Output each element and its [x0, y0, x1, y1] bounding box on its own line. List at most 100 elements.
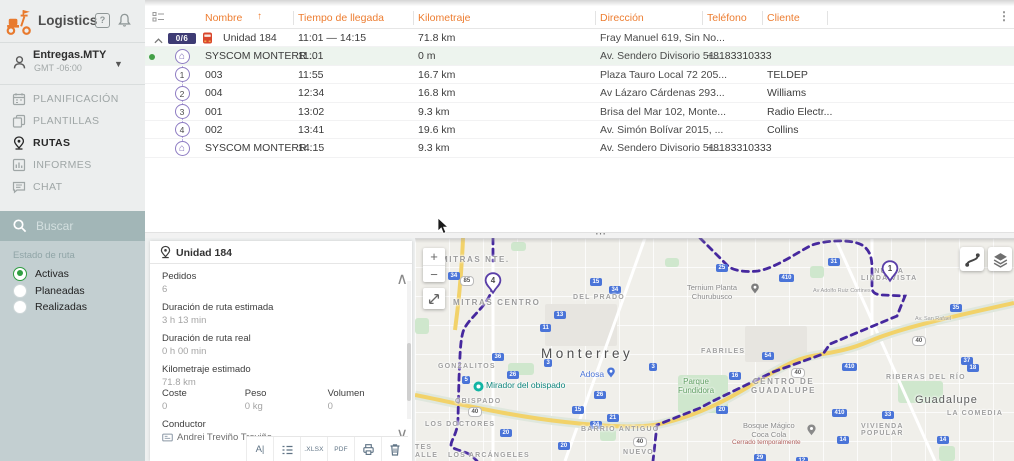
chevron-down-icon[interactable]: ▼ [114, 59, 123, 69]
map-label: MITRAS CENTRO [453, 298, 541, 307]
sidebar-item-chat[interactable]: CHAT [0, 176, 145, 198]
map-layers-button[interactable] [988, 247, 1012, 271]
notifications-bell-icon[interactable] [117, 12, 132, 33]
details-header: Unidad 184 [150, 241, 412, 264]
table-row[interactable]: 4 002 13:41 19.6 km Av. Simón Bolívar 20… [145, 121, 1014, 140]
sidebar-item-plantillas[interactable]: PLANTILLAS [0, 110, 145, 132]
print-button[interactable] [354, 437, 381, 461]
route-stop-pin[interactable]: 1 [881, 260, 899, 284]
reports-icon [12, 158, 26, 177]
map-label: Av Adolfo Ruiz Cortines [813, 288, 871, 294]
sidebar-item-rutas[interactable]: RUTAS [0, 132, 145, 154]
road-shield: 15 [572, 406, 584, 414]
road-shield: 11 [540, 324, 552, 332]
road-shield: 26 [507, 371, 519, 379]
zoom-out-button[interactable]: − [423, 265, 445, 282]
radio-icon [13, 299, 27, 314]
routes-pin-icon [12, 136, 26, 155]
table-menu-icon[interactable]: ⋮ [998, 9, 1010, 23]
export-pdf-button[interactable]: PDF [327, 437, 354, 461]
road-shield: 18 [967, 364, 979, 372]
route-stop-pin[interactable]: 4 [484, 272, 502, 296]
map-label: Parque Fundidora [678, 377, 715, 395]
details-scrollbar[interactable] [407, 281, 411, 419]
ternium-poi-pin-icon[interactable] [750, 283, 760, 301]
road-shield: 5 [462, 376, 471, 384]
search-icon [13, 219, 27, 233]
export-xlsx-button[interactable]: .XLSX [300, 437, 327, 461]
column-cliente[interactable]: Cliente [767, 12, 800, 24]
map-label: LOS ARCÁNGELES [448, 452, 530, 459]
collapse-chevron-icon[interactable] [154, 35, 163, 47]
address: Av. Simón Bolívar 2015, ... [600, 123, 724, 136]
road-shield: 25 [716, 264, 728, 272]
sort-asc-icon[interactable]: ↑ [257, 11, 262, 22]
details-body: Pedidos 6 Duración de ruta estimada 3 h … [150, 264, 412, 436]
sidebar-item-informes[interactable]: INFORMES [0, 154, 145, 176]
road-shield: 40 [633, 437, 647, 447]
address: Brisa del Mar 102, Monte... [600, 105, 727, 118]
rename-button[interactable]: A| [246, 437, 273, 461]
map-label: Guadalupe [915, 394, 978, 406]
sidebar-item-planificacion[interactable]: PLANIFICACIÓN [0, 88, 145, 110]
road-shield: 3 [649, 363, 658, 371]
conductor-value[interactable]: Andrei Treviño Treviño [162, 432, 392, 443]
map-label: MITRAS NTE. [441, 255, 510, 264]
fullscreen-button[interactable] [423, 288, 445, 309]
table-row[interactable]: 3 001 13:02 9.3 km Brisa del Mar 102, Mo… [145, 103, 1014, 121]
map[interactable]: 34 85 15 34 13 11 31 25 410 35 40 3 [415, 238, 1014, 461]
panel-splitter[interactable]: ⋯ [145, 228, 1014, 240]
splitter-handle[interactable]: ⋯ [595, 228, 607, 240]
client: Radio Electr... [767, 105, 833, 118]
table-row[interactable]: ⌂ SYSCOM MONTERR... 11:01 0 m Av. Sender… [145, 47, 1014, 66]
park-area [511, 242, 526, 251]
distance: 19.6 km [418, 123, 456, 136]
park-area [939, 446, 955, 461]
column-kilometraje[interactable]: Kilometraje [418, 12, 471, 24]
route-layer-button[interactable] [960, 247, 984, 271]
column-tiempo[interactable]: Tiempo de llegada [298, 12, 384, 24]
table-header: Nombre ↑ Tiempo de llegada Kilometraje D… [145, 6, 1014, 29]
stop-name: 003 [205, 68, 223, 81]
map-label: GONZALITOS [438, 363, 496, 370]
client: Williams [767, 87, 807, 100]
scroll-up-icon[interactable]: ∧ [396, 271, 408, 288]
column-nombre[interactable]: Nombre [205, 12, 243, 24]
distance: 16.8 km [418, 87, 456, 100]
scroll-down-icon[interactable]: ∨ [396, 426, 408, 443]
table-row[interactable]: 2 004 12:34 16.8 km Av Lázaro Cárdenas 2… [145, 84, 1014, 103]
mirador-poi-icon[interactable] [473, 379, 484, 397]
road-shield: 3 [544, 359, 553, 367]
road-shield: 29 [754, 454, 766, 461]
column-telefono[interactable]: Teléfono [707, 12, 747, 24]
filter-label: Estado de ruta [13, 250, 75, 261]
table-row-unit[interactable]: 0/6 Unidad 184 11:01 — 14:15 71.8 km Fra… [145, 29, 1014, 48]
zoom-in-button[interactable]: + [430, 249, 438, 264]
search-bar[interactable] [0, 211, 145, 241]
sidebar: Logistics ? Entregas.MTY GMT -06:00 ▼ [0, 0, 145, 461]
table-row[interactable]: ⌂ SYSCOM MONTERR... 14:15 9.3 km Av. Sen… [145, 139, 1014, 158]
adosa-poi-pin-icon[interactable] [606, 367, 616, 385]
radio-planeadas[interactable]: Planeadas [13, 282, 85, 298]
help-icon[interactable]: ? [95, 13, 110, 28]
stop-name: 002 [205, 123, 223, 136]
radio-icon [13, 266, 27, 281]
user-account[interactable]: Entregas.MTY GMT -06:00 ▼ [0, 43, 145, 85]
sidebar-item-label: CHAT [33, 181, 63, 193]
checklist-icon[interactable] [152, 11, 165, 29]
bosque-poi-pin-icon[interactable] [806, 424, 817, 443]
detail-field: Duración de ruta real 0 h 00 min [162, 333, 392, 357]
road-shield: 410 [832, 409, 848, 417]
search-input[interactable] [34, 215, 134, 237]
chat-icon [12, 180, 26, 199]
radio-realizadas[interactable]: Realizadas [13, 298, 87, 314]
table-row[interactable]: 1 003 11:55 16.7 km Plaza Tauro Local 72… [145, 66, 1014, 85]
delete-button[interactable] [381, 437, 408, 461]
column-direccion[interactable]: Dirección [600, 12, 644, 24]
road-shield: 15 [590, 278, 602, 286]
radio-activas[interactable]: Activas [13, 265, 69, 281]
reorder-button[interactable] [273, 437, 300, 461]
road-shield: 85 [460, 276, 474, 286]
map-label: Mirador del obispado [486, 380, 566, 390]
